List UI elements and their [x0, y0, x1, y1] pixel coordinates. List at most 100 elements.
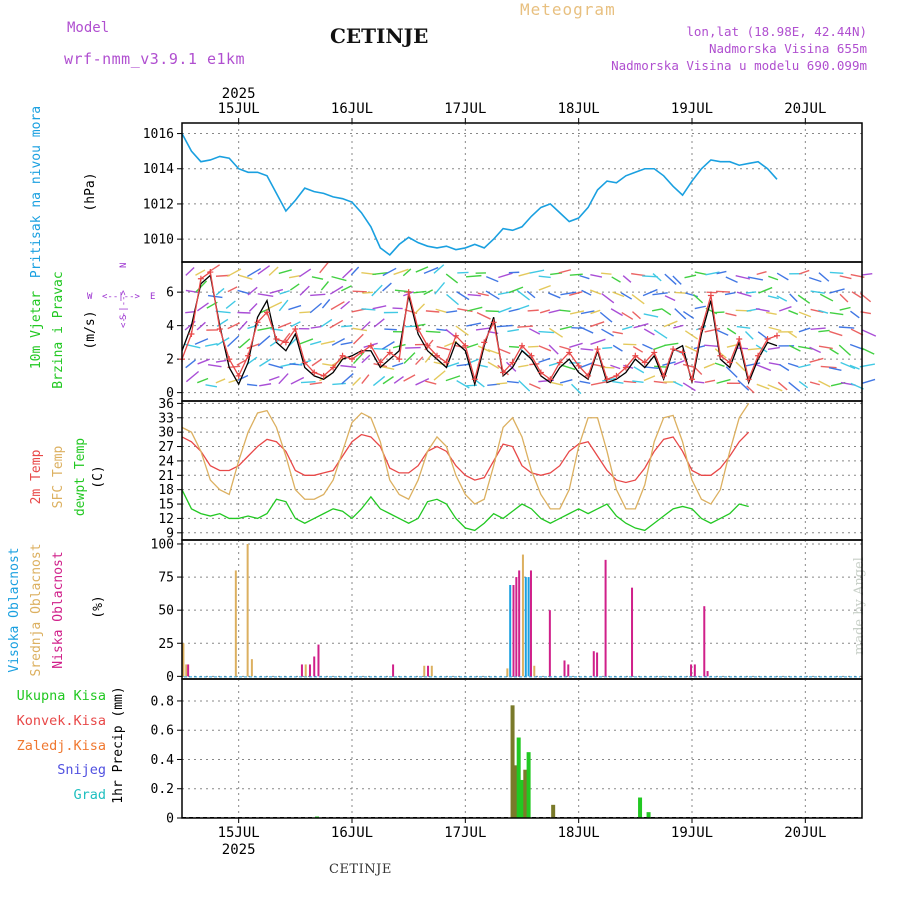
wind-barb — [602, 346, 613, 350]
wind-barb — [559, 379, 573, 384]
wind-barb — [623, 364, 634, 369]
wind-barb — [798, 327, 811, 333]
legend-entry: Zaledj.Kisa — [17, 738, 106, 754]
wind-barb — [559, 345, 572, 351]
wind-barb — [664, 295, 676, 302]
compass-south: S — [119, 315, 129, 320]
wind-barb — [269, 338, 280, 347]
gust-marker — [405, 289, 412, 296]
wind-barb — [674, 308, 687, 320]
series-line-temperature-1 — [181, 403, 750, 510]
wind-barb — [599, 311, 613, 323]
wind-barb — [415, 356, 424, 366]
gust-marker — [443, 359, 450, 366]
wind-barb — [621, 311, 634, 320]
wind-barb — [581, 289, 592, 296]
wind-barb — [643, 313, 659, 318]
gust-marker — [301, 359, 308, 366]
wind-barb — [809, 381, 820, 386]
product-title: Meteogram — [520, 0, 616, 19]
wind-barb — [259, 383, 272, 387]
x-tick-label-bottom: 19JUL — [671, 825, 713, 841]
wind-barb — [341, 285, 352, 292]
wind-barb — [818, 345, 833, 350]
wind-barb — [340, 341, 353, 346]
wind-barb — [768, 275, 779, 281]
y-tick-label: 0.6 — [151, 724, 174, 739]
wind-barb — [248, 303, 258, 312]
wind-barb — [384, 328, 397, 331]
wind-barb — [310, 293, 326, 297]
wind-barb — [215, 359, 227, 363]
wind-barb — [506, 361, 517, 372]
wind-barb — [590, 338, 606, 345]
wind-barb — [436, 345, 450, 351]
gust-marker — [632, 352, 639, 359]
y-tick-label: 50 — [158, 604, 174, 619]
wind-barb — [403, 374, 416, 382]
altitude-label: Nadmorska Visina 655m — [708, 41, 867, 56]
model-name: wrf-nmm_v3.9.1 e1km — [64, 50, 246, 68]
wind-barb — [402, 268, 412, 277]
axis-label: (m/s) — [83, 310, 98, 349]
wind-barb — [309, 340, 322, 346]
wind-barb — [466, 322, 482, 327]
wind-barb — [205, 384, 218, 388]
wind-barb — [755, 308, 770, 312]
wind-barb — [672, 380, 683, 387]
wind-barb — [644, 366, 659, 370]
wind-barb — [776, 295, 788, 302]
wind-barb — [692, 294, 704, 304]
wind-barb — [289, 275, 300, 279]
cloud-bar — [246, 543, 249, 677]
wind-barb — [809, 346, 821, 354]
wind-barb — [632, 380, 644, 384]
wind-barb — [425, 310, 440, 313]
gust-marker — [424, 342, 431, 349]
wind-barb — [673, 359, 685, 366]
wind-barb — [226, 268, 242, 278]
series-line-wind-1 — [181, 270, 778, 382]
wind-barb — [850, 310, 860, 319]
wind-barb — [288, 304, 302, 311]
wind-barb — [862, 272, 873, 276]
wind-barb — [528, 383, 541, 390]
wind-barb — [652, 292, 668, 296]
precip-bar — [513, 765, 518, 818]
cloud-bar — [527, 577, 530, 677]
wind-barb — [745, 291, 757, 294]
wind-barb — [267, 301, 283, 310]
wind-barb — [798, 380, 809, 389]
wind-barb — [299, 268, 312, 278]
wind-barb — [372, 305, 387, 310]
wind-barb — [434, 281, 446, 295]
gust-marker — [774, 332, 780, 339]
wind-barb — [485, 310, 500, 313]
compass-arrow-h: <--|--> — [102, 292, 141, 302]
wind-barb — [269, 288, 284, 294]
wind-barb — [415, 266, 429, 273]
wind-barb — [623, 380, 637, 384]
wind-barb — [569, 273, 583, 276]
wind-barb — [861, 378, 876, 385]
wind-barb — [579, 380, 591, 384]
wind-barb — [320, 281, 330, 291]
wind-barb — [247, 286, 258, 296]
gust-marker — [273, 336, 280, 343]
wind-barb — [672, 275, 682, 285]
wind-barb — [737, 347, 749, 350]
wind-barb — [642, 275, 658, 278]
y-tick-label: 1014 — [143, 162, 174, 177]
wind-barb — [839, 306, 851, 311]
wind-barb — [736, 291, 752, 297]
gust-marker — [245, 352, 252, 359]
gust-marker — [556, 359, 563, 366]
wind-barb — [798, 345, 813, 350]
wind-barb — [705, 271, 720, 276]
precip-bar — [638, 797, 643, 818]
wind-barb — [818, 329, 830, 333]
wind-barb — [342, 268, 353, 279]
cloud-bar — [509, 585, 512, 677]
wind-barb — [642, 343, 653, 350]
wind-barb — [475, 327, 492, 331]
